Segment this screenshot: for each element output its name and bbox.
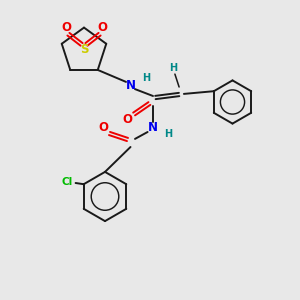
Text: O: O [122,113,132,126]
Text: O: O [61,21,71,34]
Text: N: N [125,79,136,92]
Text: O: O [98,121,109,134]
Text: H: H [164,129,173,139]
Text: Cl: Cl [61,177,73,187]
Text: N: N [148,121,158,134]
Text: O: O [97,21,107,34]
Text: H: H [142,73,150,83]
Text: S: S [80,43,88,56]
Text: H: H [169,63,178,73]
